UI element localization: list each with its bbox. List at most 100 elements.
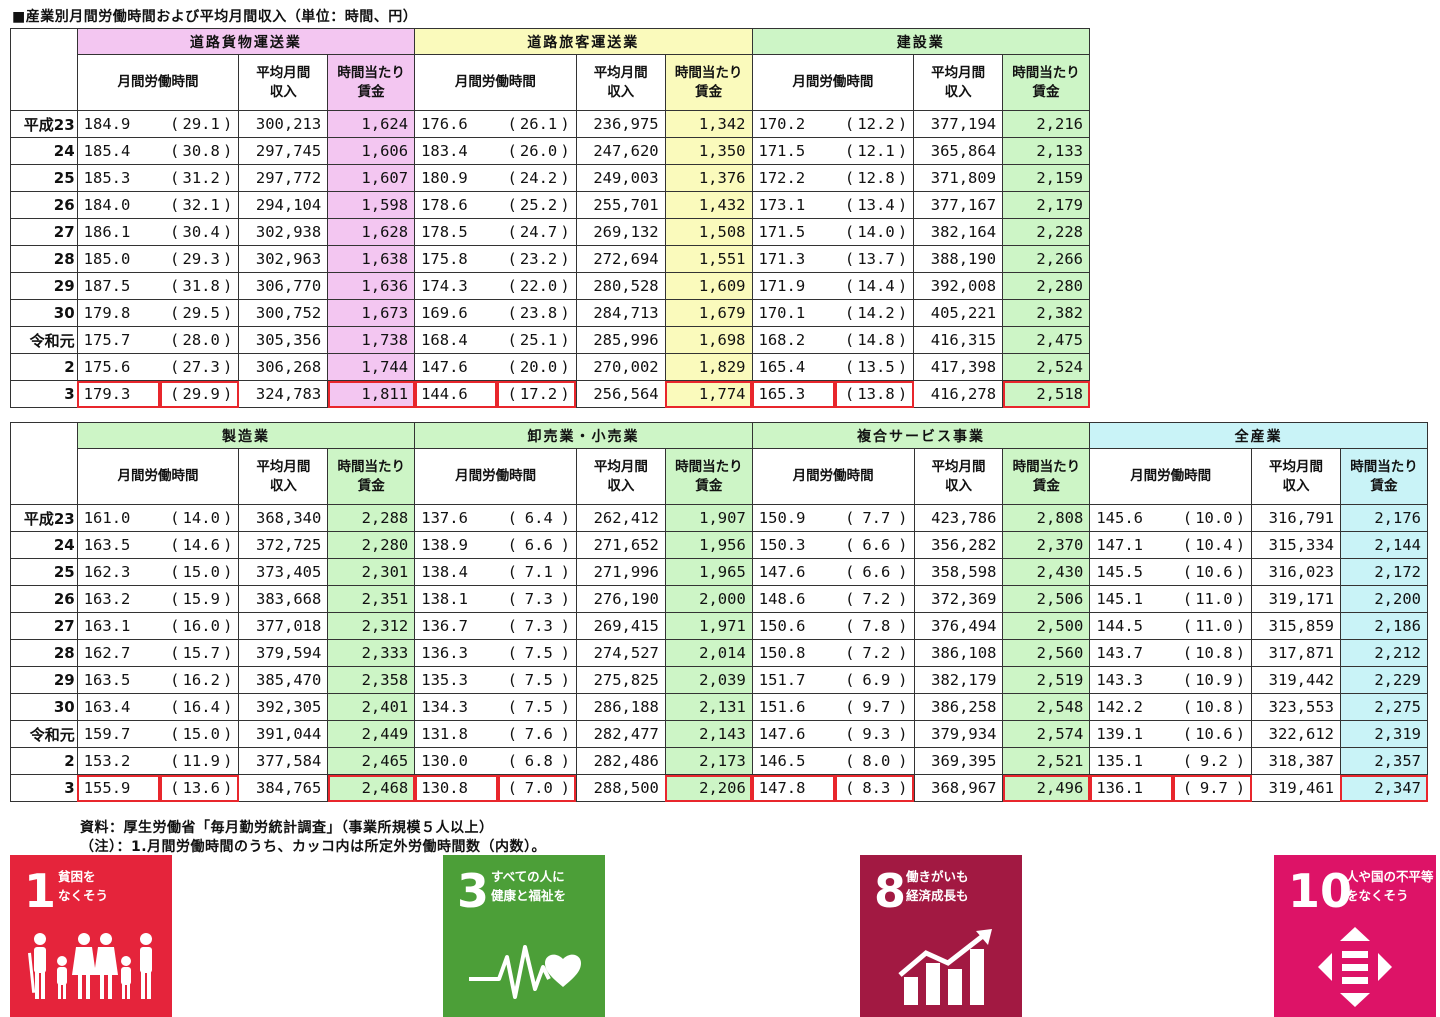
overtime-wrap: (14.2) (835, 304, 913, 322)
overtime-value: 14.8 (857, 331, 895, 349)
hours-header: 月間労働時間 (751, 448, 915, 505)
paren-close: ) (560, 196, 570, 214)
hours-cell: 183.4 (414, 137, 498, 165)
paren-open: ( (507, 671, 517, 689)
income-header-line2: 収入 (1282, 477, 1310, 494)
income-cell: 416,315 (913, 326, 1004, 354)
overtime-cell: (10.8) (1172, 693, 1253, 721)
hours-cell: 130.8 (414, 774, 498, 802)
paren-close: ) (1235, 536, 1246, 554)
overtime-value: 10.6 (1195, 563, 1233, 581)
paren-close: ) (560, 698, 570, 716)
hours-cell: 137.6 (414, 504, 498, 532)
wage-cell: 2,319 (1339, 720, 1429, 748)
hours-cell: 180.9 (414, 164, 498, 192)
paren-open: ( (170, 725, 180, 743)
income-cell: 316,023 (1251, 558, 1341, 586)
overtime-cell: (7.7) (835, 504, 915, 532)
paren-open: ( (170, 752, 180, 770)
hours-cell: 162.7 (76, 639, 161, 667)
family-icon (28, 933, 152, 999)
overtime-cell: (15.7) (160, 639, 240, 667)
paren-open: ( (170, 196, 180, 214)
hours-cell: 163.4 (76, 693, 161, 721)
footnote: （注）：1.月間労働時間のうち、カッコ内は所定外労働時間数（内数）。 (80, 839, 547, 855)
hours-cell: 142.2 (1089, 693, 1173, 721)
overtime-value: 15.9 (182, 590, 220, 608)
wage-cell: 2,216 (1002, 110, 1090, 138)
overtime-cell: (9.7) (835, 693, 915, 721)
overtime-value: 14.6 (182, 536, 220, 554)
sdg-number: 1 (24, 864, 57, 918)
paren-open: ( (507, 304, 517, 322)
paren-close: ) (897, 277, 908, 295)
hours-cell: 135.3 (414, 666, 498, 694)
wage-header-line2: 賃金 (357, 83, 385, 100)
wage-cell: 1,971 (664, 612, 753, 640)
hours-cell: 170.1 (751, 299, 835, 327)
overtime-wrap: (12.1) (835, 142, 913, 160)
year-cell: 3 (10, 774, 78, 802)
paren-open: ( (844, 169, 855, 187)
overtime-cell: (14.0) (160, 504, 240, 532)
income-header-line2: 収入 (607, 83, 635, 100)
overtime-value: 12.1 (857, 142, 895, 160)
wage-cell: 2,280 (327, 531, 416, 559)
year-cell: 3 (10, 380, 78, 408)
overtime-cell: (23.2) (497, 245, 577, 273)
paren-open: ( (507, 617, 517, 635)
income-cell: 417,398 (913, 353, 1004, 381)
wage-cell: 2,280 (1002, 272, 1090, 300)
overtime-cell: (32.1) (160, 191, 240, 219)
year-cell: 25 (10, 558, 78, 586)
industry-header: 製造業 (76, 422, 416, 449)
overtime-cell: (25.1) (497, 326, 577, 354)
overtime-cell: (14.8) (834, 326, 915, 354)
income-cell: 322,612 (1251, 720, 1341, 748)
overtime-wrap: (6.6) (498, 536, 576, 554)
overtime-wrap: (6.4) (498, 509, 576, 527)
paren-open: ( (844, 358, 855, 376)
paren-close: ) (560, 169, 570, 187)
table-row: 25 185.3(31.2) 297,772 1,607 180.9(24.2) 249,… (10, 164, 1090, 192)
paren-open: ( (845, 536, 855, 554)
year-cell: 27 (10, 218, 78, 246)
paren-open: ( (1182, 671, 1193, 689)
overtime-cell: (16.2) (160, 666, 240, 694)
income-header-line1: 平均月間 (593, 458, 648, 475)
overtime-cell: (15.0) (160, 720, 240, 748)
overtime-value: 15.0 (182, 725, 220, 743)
wage-cell: 2,144 (1339, 531, 1429, 559)
income-cell: 236,975 (575, 110, 666, 138)
overtime-wrap: (32.1) (160, 196, 238, 214)
paren-close: ) (1235, 698, 1246, 716)
wage-cell: 1,432 (664, 191, 753, 219)
year-cell: 平成23 (10, 110, 78, 138)
overtime-wrap: (6.6) (835, 536, 913, 554)
paren-close: ) (560, 223, 570, 241)
table-row: 30 163.4(16.4) 392,305 2,401 134.3(7.5) 286,1… (10, 693, 1429, 721)
hours-cell: 130.0 (414, 747, 498, 775)
overtime-cell: (7.3) (497, 585, 577, 613)
overtime-value: 15.0 (182, 563, 220, 581)
income-header-line2: 収入 (269, 83, 297, 100)
wage-header-line1: 時間当たり (1350, 458, 1418, 475)
industry-header: 複合サービス事業 (751, 422, 1091, 449)
overtime-cell: (6.6) (835, 531, 915, 559)
hours-cell: 147.6 (414, 353, 498, 381)
paren-open: ( (170, 536, 180, 554)
income-cell: 386,108 (913, 639, 1004, 667)
income-cell: 358,598 (913, 558, 1004, 586)
overtime-value: 7.3 (524, 590, 553, 608)
overtime-value: 30.8 (182, 142, 220, 160)
paren-close: ) (223, 779, 233, 797)
wage-cell: 1,607 (327, 164, 416, 192)
overtime-cell: (7.0) (497, 774, 577, 802)
overtime-cell: (7.3) (497, 612, 577, 640)
paren-close: ) (560, 142, 570, 160)
year-cell: 26 (10, 191, 78, 219)
table-row: 27 163.1(16.0) 377,018 2,312 136.7(7.3) 269,4… (10, 612, 1429, 640)
income-header-line2: 収入 (944, 83, 972, 100)
income-cell: 302,938 (238, 218, 329, 246)
hours-cell: 143.7 (1089, 639, 1173, 667)
